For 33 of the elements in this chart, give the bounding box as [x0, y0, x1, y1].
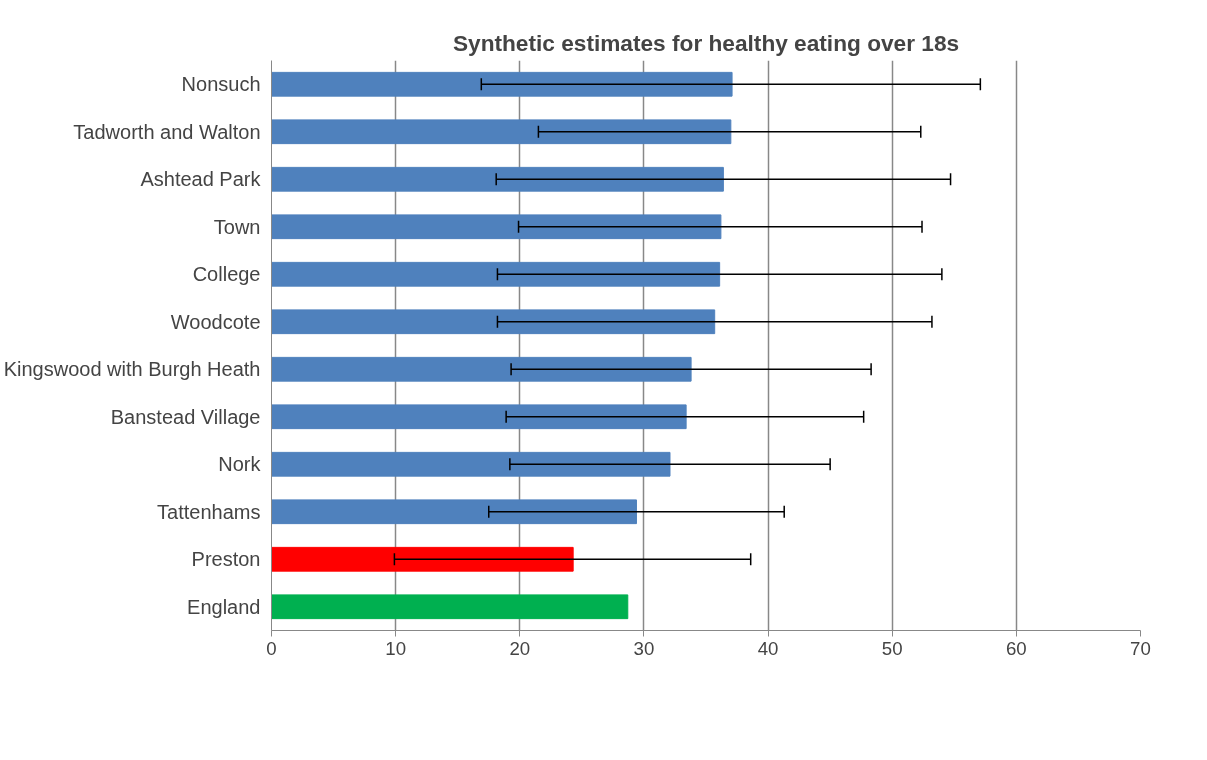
x-tick-label: 50	[881, 637, 903, 659]
y-tick-label: Woodcote	[170, 310, 261, 333]
y-tick-label: Town	[213, 215, 261, 238]
bar	[271, 546, 574, 572]
x-tick-label: 20	[509, 637, 531, 659]
y-tick-label: Nonsuch	[181, 73, 261, 96]
y-tick-label: College	[192, 263, 261, 286]
bar	[271, 261, 721, 287]
bar	[271, 166, 724, 192]
bar	[271, 214, 722, 240]
bar	[271, 451, 671, 477]
y-tick-label: Tattenhams	[157, 500, 261, 523]
x-tick-label: 0	[266, 637, 277, 659]
bar	[271, 71, 733, 97]
y-tick-label: Ashtead Park	[140, 168, 262, 191]
chart-title: Synthetic estimates for healthy eating over 18s	[452, 29, 960, 56]
y-tick-label: Tadworth and Walton	[73, 120, 261, 143]
bar	[271, 594, 629, 620]
bar	[271, 119, 732, 145]
bar	[271, 404, 687, 430]
y-tick-label: Banstead Village	[110, 405, 261, 428]
y-tick-label: Nork	[218, 453, 262, 476]
x-tick-label: 40	[757, 637, 779, 659]
x-tick-label: 70	[1130, 637, 1151, 659]
bar	[271, 309, 716, 335]
y-tick-label: Preston	[191, 548, 261, 571]
y-tick-label: England	[187, 595, 261, 618]
x-tick-label: 10	[385, 637, 407, 659]
y-tick-label: Kingswood with Burgh Heath	[3, 358, 261, 381]
bar	[271, 356, 692, 382]
x-tick-label: 60	[1005, 637, 1027, 659]
x-tick-label: 30	[633, 637, 655, 659]
bar	[271, 499, 637, 525]
